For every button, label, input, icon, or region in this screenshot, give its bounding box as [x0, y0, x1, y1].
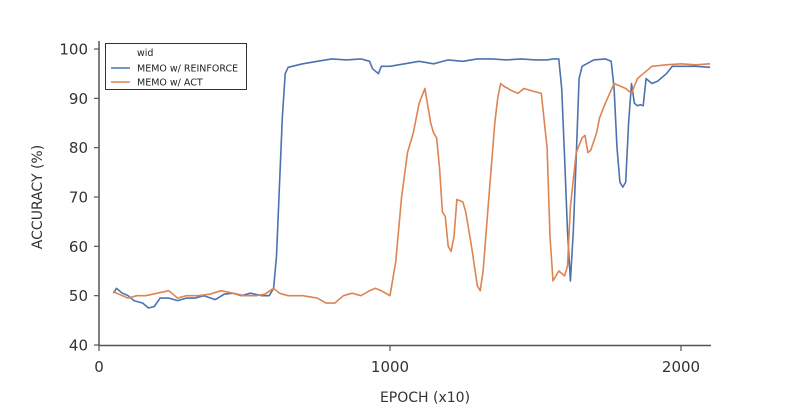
legend-title: wid — [137, 48, 153, 59]
y-axis-ticks: 40 50 60 70 80 90 100 — [59, 41, 99, 355]
y-axis-label: ACCURACY (%) — [30, 145, 46, 249]
legend-label-act: MEMO w/ ACT — [137, 78, 203, 89]
legend: wid MEMO w/ REINFORCE MEMO w/ ACT — [105, 43, 247, 90]
y-tick-label: 50 — [69, 287, 88, 305]
y-tick-label: 80 — [69, 139, 88, 157]
y-tick-label: 40 — [69, 337, 88, 355]
plot-area — [112, 58, 711, 309]
x-axis-ticks: 0 1000 2000 — [94, 345, 700, 376]
legend-label-reinforce: MEMO w/ REINFORCE — [137, 64, 238, 75]
x-tick-label: 2000 — [662, 358, 700, 376]
x-tick-label: 1000 — [371, 358, 409, 376]
y-tick-label: 100 — [59, 41, 88, 59]
y-tick-label: 70 — [69, 189, 88, 207]
x-tick-label: 0 — [94, 358, 104, 376]
series-line-reinforce — [112, 58, 711, 309]
y-tick-label: 90 — [69, 90, 88, 108]
y-tick-label: 60 — [69, 238, 88, 256]
x-axis-label: EPOCH (x10) — [380, 390, 470, 406]
series-line-act — [112, 62, 711, 304]
